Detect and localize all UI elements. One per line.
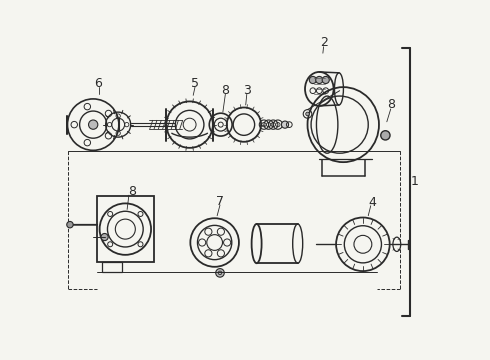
Text: 4: 4	[368, 195, 376, 209]
Circle shape	[322, 76, 329, 84]
Text: 1: 1	[411, 175, 418, 188]
Circle shape	[306, 112, 309, 116]
Text: 8: 8	[128, 185, 137, 198]
Text: 3: 3	[243, 84, 251, 97]
Bar	[97, 196, 154, 262]
Text: 8: 8	[221, 84, 229, 97]
Text: 8: 8	[388, 99, 395, 112]
Circle shape	[316, 76, 323, 84]
Circle shape	[309, 76, 317, 84]
Circle shape	[67, 221, 73, 228]
Circle shape	[101, 234, 108, 240]
Text: 7: 7	[216, 195, 224, 208]
Circle shape	[89, 120, 98, 129]
Circle shape	[381, 131, 390, 140]
Text: 6: 6	[95, 77, 102, 90]
Circle shape	[216, 269, 224, 277]
Circle shape	[281, 121, 289, 128]
Bar	[102, 262, 122, 272]
Text: 2: 2	[319, 36, 327, 49]
Text: 5: 5	[191, 77, 199, 90]
